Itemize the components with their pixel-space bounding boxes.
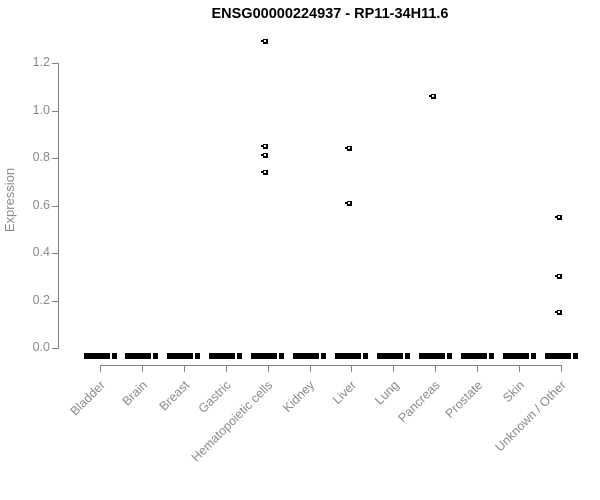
- x-axis-tick: [267, 365, 269, 372]
- x-axis-tick: [309, 365, 311, 372]
- y-axis-tick: [52, 300, 58, 302]
- x-axis-tick: [351, 365, 353, 372]
- data-point: [554, 274, 562, 280]
- x-tick-label: Gastric: [195, 378, 234, 416]
- y-axis-line: [58, 63, 59, 349]
- chart-title: ENSG00000224937 - RP11-34H11.6: [211, 6, 449, 22]
- x-tick-label: Hematopoietic cells: [188, 378, 276, 465]
- x-tick-label: Liver: [330, 378, 360, 408]
- y-axis-tick: [52, 63, 58, 64]
- x-axis-tick: [393, 365, 395, 372]
- x-tick-label: Prostate: [442, 378, 486, 421]
- data-point: [261, 153, 269, 159]
- y-axis-tick: [52, 348, 58, 349]
- zero-expression-bar: [502, 353, 536, 359]
- data-point: [261, 143, 269, 149]
- zero-expression-bar: [334, 353, 368, 359]
- y-axis-title: Expression: [2, 167, 17, 233]
- x-axis-tick: [561, 365, 562, 372]
- data-point: [554, 214, 562, 220]
- zero-expression-bar: [125, 353, 159, 359]
- data-point: [554, 309, 562, 315]
- zero-expression-bar: [544, 353, 578, 359]
- data-point: [261, 39, 269, 45]
- y-tick-label: 0.4: [32, 245, 50, 259]
- x-axis-tick: [519, 365, 521, 372]
- zero-expression-bar: [376, 353, 410, 359]
- y-axis-tick: [52, 205, 58, 207]
- x-tick-label: Brain: [119, 378, 150, 409]
- y-axis-tick: [52, 253, 58, 254]
- x-axis-tick: [183, 365, 185, 372]
- x-tick-label: Bladder: [67, 378, 108, 419]
- x-tick-label: Lung: [371, 378, 402, 408]
- x-tick-label: Kidney: [280, 378, 318, 415]
- data-point: [344, 200, 352, 206]
- x-axis-line: [100, 365, 562, 366]
- y-tick-label: 0.8: [32, 150, 50, 164]
- y-axis-tick: [52, 158, 58, 159]
- x-axis-tick: [141, 365, 143, 372]
- x-axis-tick: [225, 365, 227, 372]
- x-tick-label: Skin: [499, 378, 527, 406]
- x-axis-tick: [100, 365, 101, 372]
- zero-expression-bar: [460, 353, 494, 359]
- x-tick-label: Breast: [156, 378, 192, 414]
- zero-expression-bar: [83, 353, 117, 359]
- y-axis-tick: [52, 110, 58, 112]
- x-axis-tick: [435, 365, 437, 372]
- y-tick-label: 0.6: [32, 197, 50, 212]
- data-point: [428, 93, 436, 99]
- zero-expression-bar: [209, 353, 243, 359]
- data-point: [344, 146, 352, 151]
- zero-expression-bar: [167, 353, 201, 359]
- y-tick-label: 1.2: [32, 55, 50, 69]
- y-tick-label: 1.0: [32, 102, 50, 117]
- data-point: [261, 169, 269, 175]
- y-tick-label: 0.0: [32, 340, 50, 354]
- x-axis-tick: [477, 365, 479, 372]
- x-tick-label: Pancreas: [395, 378, 444, 426]
- zero-expression-bar: [251, 353, 285, 359]
- y-tick-label: 0.2: [32, 292, 50, 307]
- zero-expression-bar: [418, 353, 452, 359]
- zero-expression-bar: [293, 353, 327, 359]
